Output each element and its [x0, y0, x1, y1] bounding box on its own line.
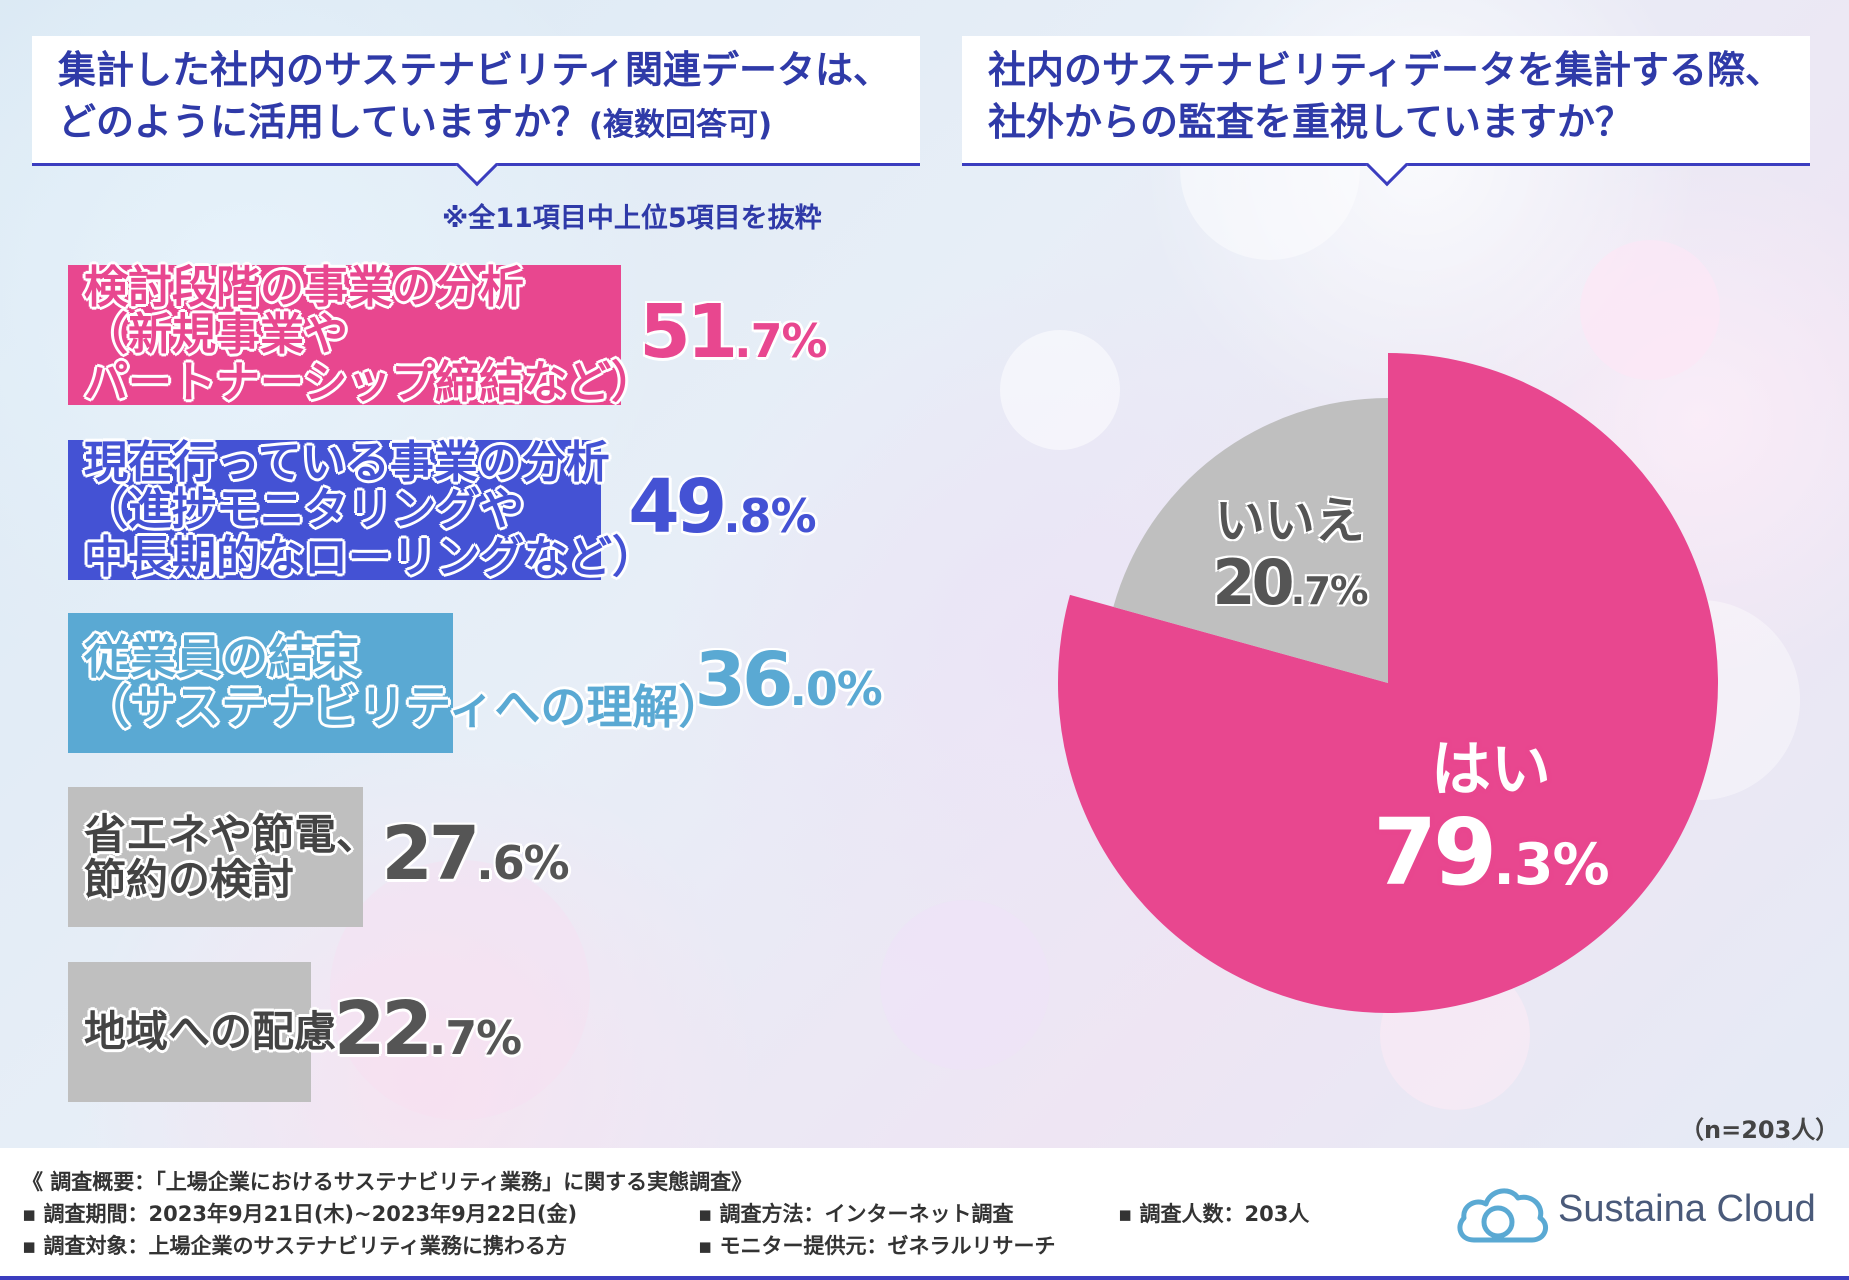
bar-label-line: （新規事業や	[84, 309, 348, 361]
right-question-line2: 社外からの監査を重視していますか？	[988, 100, 1633, 144]
bar-value-int: 36	[694, 637, 793, 724]
bar-value-int: 49	[628, 464, 727, 551]
pie-label: いいえ 20.7%	[1130, 491, 1450, 625]
pie-value-label: 79.3%	[1331, 804, 1651, 914]
footer-method: ▪ 調査方法：インターネット調査	[698, 1202, 1014, 1226]
footer-provider: ▪ モニター提供元：ゼネラルリサーチ	[698, 1234, 1056, 1258]
pie-category-label: いいえ	[1214, 491, 1365, 550]
footer-count: ▪ 調査人数：203人	[1118, 1202, 1310, 1226]
pie-value-label: 20.7%	[1130, 550, 1450, 624]
bar-value-label: 49.8%	[628, 464, 816, 551]
bar-value-dec: .7%	[734, 314, 827, 369]
bar-value-int: 51	[639, 289, 738, 376]
left-question-line2-text: どのように活用していますか？	[58, 100, 589, 144]
pie-value-dec: .7%	[1290, 569, 1369, 615]
bar-value-int: 27	[381, 811, 480, 898]
bar-label-line: 地域への配慮	[84, 1007, 337, 1057]
footer-title: 《 調査概要：「上場企業におけるサステナビリティ業務」に関する実態調査》	[22, 1170, 753, 1194]
bar-label: 省エネや節電、 節約の検討	[84, 809, 379, 904]
pie-label: はい 79.3%	[1331, 734, 1651, 914]
pie-value-int: 20	[1212, 546, 1294, 620]
bar-label: 地域への配慮	[84, 1007, 337, 1057]
cloud-icon	[1457, 1188, 1549, 1243]
right-question-box: 社内のサステナビリティデータを集計する際、 社外からの監査を重視していますか？	[962, 36, 1810, 166]
bar	[68, 440, 601, 580]
bar	[68, 787, 364, 927]
footer-period: ▪ 調査期間：2023年9月21日(木)~2023年9月22日(金)	[22, 1202, 578, 1226]
bar-label-line: 省エネや節電、	[84, 809, 379, 859]
footer: 《 調査概要：「上場企業におけるサステナビリティ業務」に関する実態調査》 ▪ 調…	[0, 1148, 1849, 1280]
bar-value-label: 22.7%	[333, 986, 522, 1073]
bar-value-dec: .0%	[789, 662, 882, 717]
note: ※全11項目中上位5項目を抜粋	[442, 203, 822, 234]
pie-value-int: 79	[1373, 798, 1497, 906]
bar-label: 現在行っている事業の分析 （進捗モニタリングや 中長期的なローリングなど）	[84, 439, 656, 582]
bar-value-dec: .6%	[476, 836, 569, 891]
bar	[68, 613, 454, 753]
bar-value-label: 51.7%	[639, 289, 827, 376]
bar-label-line: 節約の検討	[84, 854, 295, 904]
pie-value-dec: .3%	[1493, 831, 1609, 898]
left-question-suffix: (複数回答可)	[588, 107, 773, 143]
bar-label-line: 中長期的なローリングなど）	[84, 531, 656, 583]
bar-label-line: 従業員の結束	[84, 630, 360, 685]
bar-label-line: 検討段階の事業の分析	[84, 261, 524, 313]
bar-label-line: （進捗モニタリングや	[84, 484, 524, 536]
bar-label-line: パートナーシップ締結など）	[84, 356, 656, 408]
left-question-line2: どのように活用していますか？(複数回答可)	[58, 96, 920, 151]
pie-category-label: はい	[1430, 734, 1551, 805]
left-question-line1: 集計した社内のサステナビリティ関連データは、	[58, 48, 891, 92]
bar-label-line: （サステナビリティへの理解）	[84, 680, 725, 734]
bar-label: 従業員の結束 （サステナビリティへの理解）	[84, 633, 724, 732]
bar-label: 検討段階の事業の分析 （新規事業や パートナーシップ締結など）	[84, 264, 655, 407]
bar	[68, 265, 622, 405]
bar-value-int: 22	[333, 986, 433, 1073]
right-question-line1: 社内のサステナビリティデータを集計する際、	[988, 48, 1783, 92]
pie-slice	[1113, 398, 1388, 683]
bar-value-label: 36.0%	[694, 637, 882, 724]
bar-value-dec: .7%	[428, 1011, 522, 1066]
sample-size-label: （n=203人）	[1680, 1116, 1840, 1144]
logo-text: Sustaina Cloud	[1558, 1188, 1816, 1230]
bar-value-label: 27.6%	[381, 811, 569, 898]
bar-label-line: 現在行っている事業の分析	[84, 436, 610, 488]
footer-target: ▪ 調査対象：上場企業のサステナビリティ業務に携わる方	[22, 1234, 567, 1258]
bar-value-dec: .8%	[723, 489, 816, 544]
bar	[68, 962, 311, 1102]
